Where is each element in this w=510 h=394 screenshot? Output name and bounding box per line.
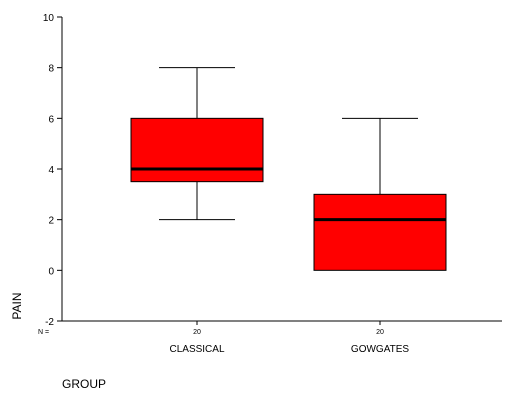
y-tick-label: 2 xyxy=(48,216,54,227)
x-axis-title: GROUP xyxy=(62,377,106,391)
n-label: N = xyxy=(38,329,49,336)
y-tick-label: 6 xyxy=(48,114,54,125)
y-tick-label: 4 xyxy=(48,165,54,176)
y-tick-label: -2 xyxy=(45,317,54,328)
y-tick-label: 8 xyxy=(48,64,54,75)
y-ticks: -2 0 2 4 6 8 10 xyxy=(43,13,62,328)
iqr-box xyxy=(313,193,447,271)
n-count-label: 20 xyxy=(193,329,201,336)
x-labels: 20 CLASSICAL 20 GOWGATES xyxy=(169,321,409,355)
iqr-box xyxy=(130,117,264,183)
boxes xyxy=(130,67,447,271)
box-gowgates xyxy=(313,117,447,271)
axes: -2 0 2 4 6 8 10 xyxy=(43,13,502,328)
n-count-label: 20 xyxy=(376,329,384,336)
box-classical xyxy=(130,67,264,221)
y-tick-label: 10 xyxy=(43,13,55,24)
category-label: CLASSICAL xyxy=(169,344,224,355)
y-tick-label: 0 xyxy=(48,266,54,277)
y-axis-title: PAIN xyxy=(10,292,24,319)
category-label: GOWGATES xyxy=(351,344,409,355)
